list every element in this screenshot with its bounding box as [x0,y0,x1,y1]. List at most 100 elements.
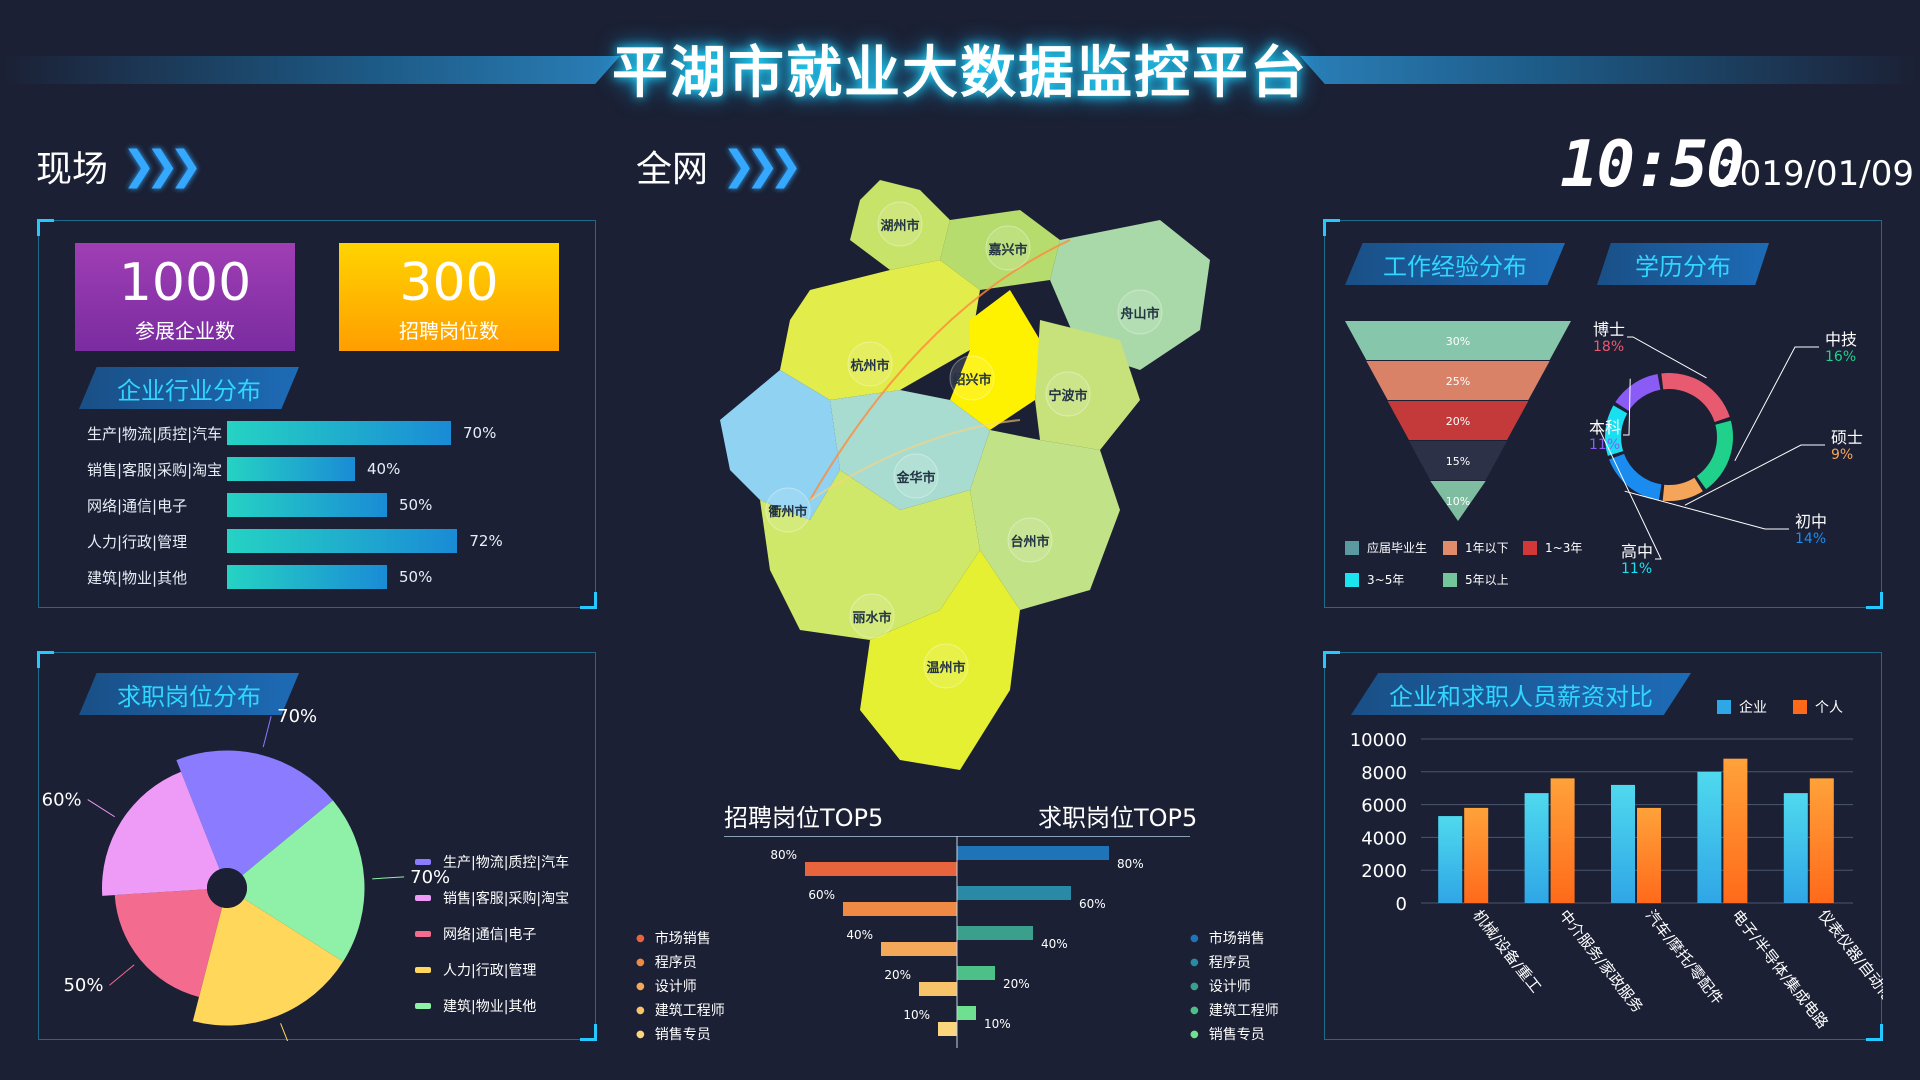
map-city-marker[interactable] [1045,371,1091,417]
salary-bar[interactable] [1783,793,1808,903]
salary-bar[interactable] [1464,807,1489,903]
map-city-marker[interactable] [877,201,923,247]
rose-legend-label: 建筑|物业|其他 [443,999,536,1015]
map-region-jinhua[interactable] [830,390,990,510]
map-city-label: 丽水市 [852,610,891,626]
map-city-marker[interactable] [847,341,893,387]
top5-right-bar[interactable] [957,1006,976,1020]
funnel-level[interactable] [1345,321,1571,360]
donut-slice[interactable] [1615,374,1661,411]
map-region-lishui[interactable] [760,470,980,640]
map-city-marker[interactable] [893,453,939,499]
top5-legend-label: 市场销售 [654,931,711,947]
funnel-level[interactable] [1366,361,1550,400]
map-city-marker[interactable] [1007,517,1053,563]
funnel-level[interactable] [1387,401,1529,440]
top5-right-bar[interactable] [957,886,1071,900]
map-city-marker[interactable] [849,593,895,639]
top5-left-bar[interactable] [843,902,957,916]
salary-bar[interactable] [1637,807,1661,903]
map-city-marker[interactable] [985,225,1031,271]
legend-label: 1年以下 [1465,541,1509,555]
industry-value: 50% [399,568,433,586]
top5-legend-label: 设计师 [654,979,697,995]
industry-bar [227,565,387,589]
top5-left-bar[interactable] [938,1022,957,1036]
funnel-value: 20% [1446,415,1470,428]
salary-bar-chart: 10000 8000 6000 4000 2000 0 机械/设备/重工 中介服务/家政服务汽… [1350,730,1883,1032]
funnel-level[interactable] [1430,481,1486,521]
map-region-taizhou[interactable] [970,430,1120,610]
legend-person: 个人 [1793,697,1843,717]
industry-row: 建筑|物业|其他 50% [87,565,432,589]
stat-positions-value: 300 [399,253,499,313]
top5-right-value: 10% [984,1017,1011,1031]
legend-label: 5年以上 [1465,573,1509,587]
industry-bar [227,529,458,553]
salary-bar[interactable] [1809,778,1834,903]
donut-slice[interactable] [1696,420,1733,490]
salary-bar[interactable] [1438,816,1463,903]
map-region-jiaxing[interactable] [940,210,1060,290]
rose-legend-swatch [415,1003,431,1009]
map-city-marker[interactable] [923,643,969,689]
top5-right-bar[interactable] [957,846,1109,860]
stat-positions-label: 招聘岗位数 [399,319,499,343]
map-region-wenzhou[interactable] [860,550,1020,770]
top5-right-value: 40% [1041,937,1068,951]
salary-bar[interactable] [1550,778,1575,903]
top5-left-bar[interactable] [881,942,957,956]
rose-slice[interactable] [114,889,223,997]
rose-slice[interactable] [242,800,365,962]
header-decor-left [0,56,620,84]
rose-legend-swatch [415,931,431,937]
salary-bar[interactable] [1723,758,1748,903]
rose-legend-swatch [415,967,431,973]
donut-slice[interactable] [1609,453,1662,501]
x-tick-label: 电子/半导体/集成电路 [1728,906,1832,1031]
x-tick-label: 机械/设备/重工 [1469,906,1545,996]
industry-value: 40% [367,460,401,478]
rose-slice[interactable] [102,771,220,896]
section-network-label: 全网 [636,149,709,190]
dot-icon: ● [1190,1004,1199,1016]
salary-bar[interactable] [1697,771,1722,903]
map-region-huzhou[interactable] [850,180,950,270]
map-city-marker[interactable] [949,355,995,401]
map-region-quzhou[interactable] [720,370,840,520]
top5-right-value: 80% [1117,857,1144,871]
rose-slice[interactable] [176,750,333,876]
top5-left-bar[interactable] [805,862,957,876]
top5-right-bar[interactable] [957,926,1033,940]
salary-bar[interactable] [1611,784,1635,903]
top5-legend-item: ● 销售专员 [1190,1024,1265,1044]
funnel-level[interactable] [1408,441,1508,480]
map-city-label: 台州市 [1010,534,1049,550]
rose-slice[interactable] [192,898,344,1026]
salary-bar[interactable] [1524,793,1549,903]
top5-legend-item: ● 市场销售 [1190,928,1265,948]
industry-row: 人力|行政|管理 72% [87,529,503,553]
map-region-shaoxing[interactable] [950,290,1040,430]
top5-left-title: 招聘岗位TOP5 [724,804,884,832]
donut-slice[interactable] [1661,373,1730,422]
top5-right-value: 20% [1003,977,1030,991]
donut-value: 11% [1589,437,1620,453]
industry-value: 50% [399,496,433,514]
donut-slice[interactable] [1662,477,1703,501]
jobs-rose-chart: 70%70%70%50%60%生产|物流|质控|汽车销售|客服|采购|淘宝网络|… [42,706,569,1041]
map-region-hangzhou[interactable] [780,260,980,400]
donut-label: 中技 [1825,330,1857,349]
top5-right-bar[interactable] [957,966,995,980]
map-region-ningbo[interactable] [1035,320,1140,450]
legend-swatch [1345,540,1359,555]
map-city-marker[interactable] [1117,289,1163,335]
top5-left-bar[interactable] [919,982,957,996]
y-tick-label: 2000 [1361,861,1407,882]
industry-label: 建筑|物业|其他 [87,568,188,587]
map-city-marker[interactable] [765,487,811,533]
top5-legend-label: 设计师 [1208,979,1251,995]
donut-slice[interactable] [1605,405,1628,456]
top5-chart: 80% 60% 40% 20% 10% 80% 60% 40% 20% 10% [770,836,1144,1048]
donut-leader-line [1624,490,1789,530]
